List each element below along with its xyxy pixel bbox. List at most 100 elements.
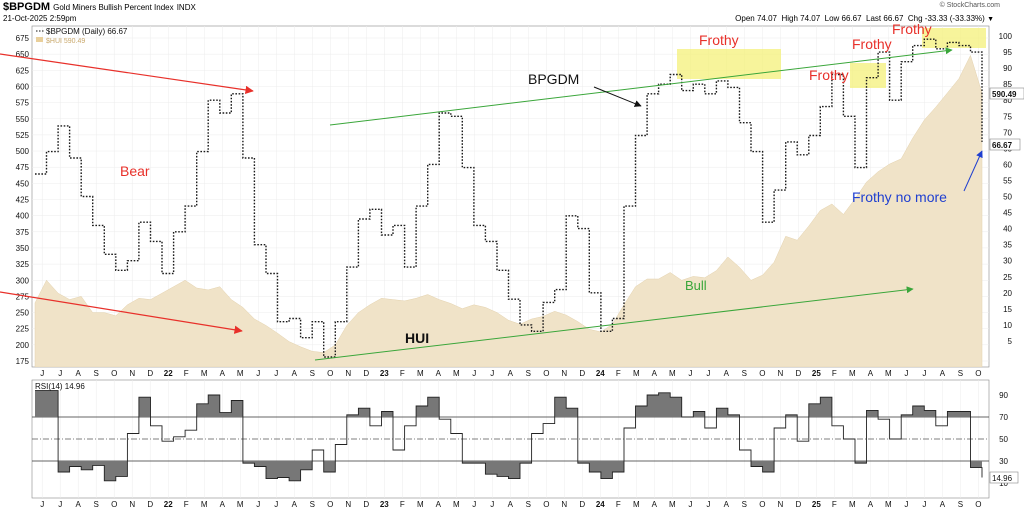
right-tick-label: 50 [1003,193,1012,202]
frothy-highlight-box [922,28,986,48]
x-tick-label: F [400,500,405,509]
frothy-annotation: Frothy [699,32,739,48]
hui-legend-swatch [36,37,43,42]
frothy-no-more-annotation: Frothy no more [852,189,947,205]
right-tick-label: 25 [1003,273,1012,282]
left-tick-label: 550 [16,115,30,124]
x-tick-label: A [652,369,658,378]
x-tick-label: A [724,369,730,378]
x-tick-label: J [706,500,710,509]
low-value: 66.67 [841,14,862,23]
x-tick-label: S [958,500,963,509]
right-tick-label: 35 [1003,241,1012,250]
x-tick-label: J [58,369,62,378]
rsi-oversold-fill [35,461,982,481]
x-tick-label: O [327,369,333,378]
x-tick-label: J [274,369,278,378]
bpgdm-uptrend-line [329,47,953,126]
bear-trend-arrow [0,291,243,334]
x-tick-label: D [147,369,153,378]
x-tick-label: D [795,500,801,509]
x-tick-label: S [526,500,531,509]
x-tick-label: J [40,500,44,509]
x-tick-label: J [58,500,62,509]
x-tick-label: D [795,369,801,378]
rsi-axis: 10 30 50 70 90 [999,391,1008,488]
x-tick-label: N [777,369,783,378]
x-tick-label: N [129,369,135,378]
right-tick-label: 85 [1003,80,1012,89]
x-axis-rsi: J J A S O N D 22 F M A M J J A S O N D 23 F M A M J J A S O N D 24 F M A M J… [40,500,981,509]
x-tick-label: 25 [812,500,821,509]
frothy-highlights [677,28,986,88]
left-tick-label: 675 [16,34,30,43]
x-tick-label: J [490,369,494,378]
x-tick-label: M [885,369,892,378]
x-tick-label: O [327,500,333,509]
hui-last-tag: 590.49 [989,87,1024,100]
x-tick-label: 23 [380,369,389,378]
left-tick-label: 525 [16,131,30,140]
x-tick-label: D [579,369,585,378]
x-tick-label: F [832,500,837,509]
frothy-highlight-box [850,63,886,88]
x-tick-label: D [363,500,369,509]
left-tick-label: 250 [16,309,30,318]
x-tick-label: A [508,369,514,378]
x-tick-label: 24 [596,500,605,509]
hui-legend-label: $HUI 590.49 [46,38,85,45]
open-label: Open [735,14,755,23]
x-tick-label: M [633,369,640,378]
chg-value: -33.33 (-33.33%) [924,14,985,23]
right-tick-label: 80 [1003,96,1012,105]
left-tick-label: 325 [16,260,30,269]
chg-label: Chg [907,14,923,23]
x-tick-label: A [940,369,946,378]
bpgdm-line-series [35,38,983,358]
left-tick-label: 175 [16,357,30,366]
x-tick-label: A [436,500,442,509]
x-tick-label: N [129,500,135,509]
right-tick-label: 60 [1003,160,1012,169]
exchange-label: INDX [176,3,196,12]
left-tick-label: 300 [16,276,30,285]
x-tick-label: A [940,500,946,509]
right-axis: 5101520253035404550556065707580859095100 [999,32,1013,346]
x-tick-label: A [724,500,730,509]
index-name: Gold Miners Bullish Percent Index [53,3,174,12]
chart-header: $BPGDM Gold Miners Bullish Percent Index… [0,0,1024,26]
x-tick-label: J [922,500,926,509]
x-tick-label: O [975,369,981,378]
dropdown-icon[interactable]: ▼ [987,16,994,23]
hui-area-series [34,54,983,367]
high-value: 74.07 [800,14,821,23]
x-tick-label: S [310,369,315,378]
right-tick-label: 70 [1003,128,1012,137]
x-tick-label: M [201,500,208,509]
date-label: 21-Oct-2025 2:59pm [3,14,77,23]
x-tick-label: S [94,369,99,378]
x-tick-label: J [256,369,260,378]
x-tick-label: D [579,500,585,509]
x-tick-label: S [958,369,963,378]
x-tick-label: S [94,500,99,509]
rsi-tick-label: 30 [999,457,1008,466]
x-tick-label: O [111,500,117,509]
rsi-tick-label: 90 [999,391,1008,400]
x-tick-label: A [436,369,442,378]
x-tick-label: F [400,369,405,378]
symbol-text: $BPGDM [3,1,51,13]
left-axis: 175 200 225 250 275 300 325 350 375 400 425 450 475 5… [16,34,30,366]
right-tick-label: 95 [1003,48,1012,57]
left-tick-label: 425 [16,196,30,205]
x-tick-label: J [904,500,908,509]
x-tick-label: O [543,500,549,509]
x-tick-label: J [904,369,908,378]
rsi-tick-label: 70 [999,413,1008,422]
last-value: 66.67 [883,14,904,23]
right-tick-label: 55 [1003,176,1012,185]
bpgdm-legend-label: $BPGDM (Daily) 66.67 [46,27,128,36]
x-tick-label: J [922,369,926,378]
right-tick-label: 100 [999,32,1013,41]
left-tick-label: 275 [16,292,30,301]
